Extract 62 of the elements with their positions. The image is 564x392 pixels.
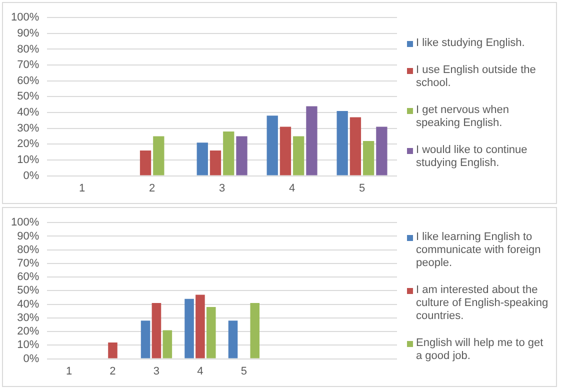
legend-label: I use English outside the school.: [416, 64, 537, 90]
bar: [236, 136, 248, 176]
x-tick-label: 3: [153, 365, 160, 378]
bar: [140, 150, 152, 176]
y-tick-label: 90%: [17, 27, 40, 40]
x-tick-label: 2: [110, 365, 116, 378]
y-tick-label: 20%: [17, 326, 40, 338]
x-tick-label: 1: [79, 182, 86, 194]
x-tick-label: 3: [219, 182, 226, 194]
bar: [336, 110, 348, 176]
legend-label: I would like to continue studying English.: [416, 144, 528, 170]
bar: [108, 342, 118, 358]
legend-label: I like learning English to communicate with foreign people.: [416, 231, 542, 270]
bar: [196, 142, 208, 176]
bar: [306, 106, 318, 176]
y-tick-label: 0%: [23, 352, 40, 365]
x-tick-label: 5: [240, 365, 247, 378]
bar: [376, 126, 388, 176]
y-tick-label: 50%: [17, 90, 40, 103]
legend-label: English will help me to get a good job.: [416, 337, 544, 363]
y-tick-label: 70%: [17, 59, 40, 72]
legend-label: I am interested about the culture of English-speaking countries.: [416, 284, 550, 323]
y-tick-label: 30%: [17, 122, 40, 134]
y-tick-label: 20%: [17, 138, 40, 150]
bar: [196, 294, 205, 358]
y-tick-label: 50%: [17, 284, 40, 297]
y-tick-label: 10%: [17, 339, 40, 352]
y-tick-label: 100%: [10, 216, 40, 229]
y-tick-label: 40%: [17, 298, 40, 310]
legend-label: I like studying English.: [416, 36, 525, 50]
y-tick-label: 10%: [17, 154, 40, 166]
bar: [206, 307, 216, 358]
bar: [250, 302, 260, 358]
y-tick-label: 80%: [17, 244, 40, 256]
x-tick-label: 1: [66, 365, 72, 378]
x-tick-label: 4: [197, 365, 204, 378]
bar: [363, 140, 374, 176]
x-tick-label: 2: [149, 182, 156, 194]
bar: [350, 117, 362, 176]
y-tick-label: 30%: [17, 312, 40, 324]
x-tick-label: 4: [288, 182, 296, 194]
y-tick-label: 100%: [10, 12, 40, 24]
y-tick-label: 0%: [23, 170, 40, 182]
bar: [184, 298, 194, 358]
bar: [266, 116, 278, 176]
y-tick-label: 80%: [17, 43, 40, 56]
bar: [293, 136, 304, 176]
y-tick-label: 70%: [17, 257, 40, 270]
x-tick-label: 5: [358, 182, 366, 194]
y-tick-label: 60%: [17, 271, 40, 284]
bar: [162, 330, 172, 358]
bar: [140, 320, 150, 358]
bar: [280, 126, 292, 176]
bar: [210, 150, 222, 176]
y-tick-label: 90%: [17, 230, 40, 242]
bar: [153, 136, 164, 176]
bar: [223, 132, 234, 176]
y-tick-label: 60%: [17, 74, 40, 87]
bar: [152, 302, 162, 358]
bar: [228, 320, 238, 358]
legend-label: I get nervous when speaking English.: [416, 104, 510, 130]
y-tick-label: 40%: [17, 106, 40, 119]
